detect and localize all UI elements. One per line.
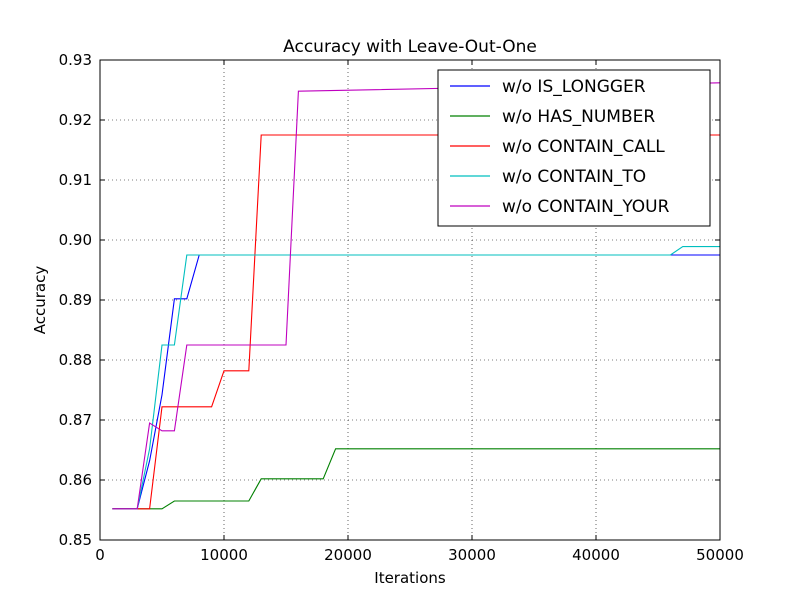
y-axis-label: Accuracy <box>31 266 49 335</box>
legend-label: w/o CONTAIN_YOUR <box>502 197 670 217</box>
series-line-4 <box>112 246 720 510</box>
series-line-3 <box>112 134 720 510</box>
x-axis-label: Iterations <box>374 569 446 587</box>
legend: w/o IS_LONGGER w/o HAS_NUMBER w/o CONTAIN_… <box>437 69 711 227</box>
x-tick-label: 40000 <box>572 546 620 564</box>
x-tick-label: 0 <box>95 546 105 564</box>
axis-ticks: 0 10000 20000 30000 40000 50000 0.85 0.86 0.87 0.… <box>59 51 744 564</box>
y-tick-label: 0.86 <box>59 471 92 489</box>
y-tick-label: 0.89 <box>59 291 92 309</box>
chart-title: Accuracy with Leave-Out-One <box>283 37 537 57</box>
series-line-2 <box>112 448 720 510</box>
series-lines <box>112 82 721 510</box>
x-tick-label: 10000 <box>200 546 248 564</box>
x-tick-label: 50000 <box>696 546 744 564</box>
legend-box <box>437 69 711 227</box>
y-tick-label: 0.85 <box>59 531 92 549</box>
y-tick-label: 0.90 <box>59 231 92 249</box>
legend-label: w/o CONTAIN_TO <box>502 167 646 187</box>
y-tick-label: 0.91 <box>59 171 92 189</box>
y-tick-label: 0.93 <box>59 51 92 69</box>
y-tick-label: 0.92 <box>59 111 92 129</box>
y-tick-label: 0.87 <box>59 411 92 429</box>
series-line-5 <box>112 82 721 510</box>
y-tick-label: 0.88 <box>59 351 92 369</box>
legend-label: w/o IS_LONGGER <box>502 77 646 97</box>
legend-label: w/o HAS_NUMBER <box>502 107 655 127</box>
x-tick-label: 30000 <box>448 546 496 564</box>
legend-label: w/o CONTAIN_CALL <box>502 137 665 157</box>
x-tick-label: 20000 <box>324 546 372 564</box>
